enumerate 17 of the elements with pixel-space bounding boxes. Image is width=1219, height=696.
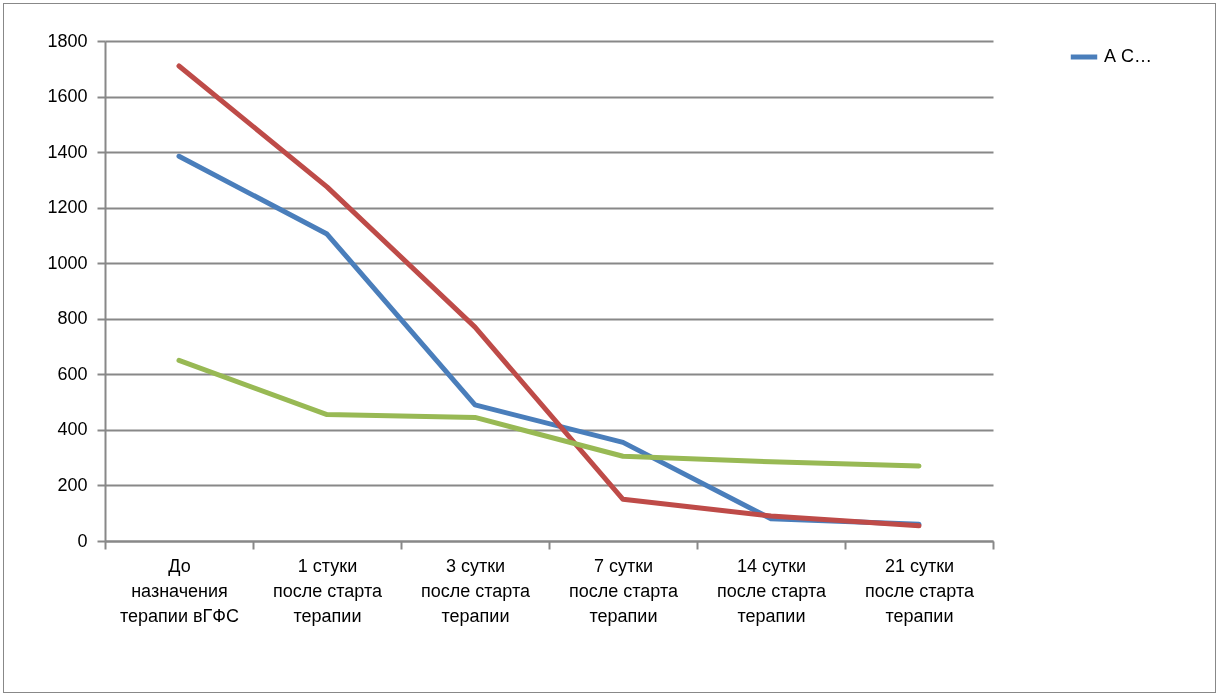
x-tick-label: 21 сутки после старта терапии xyxy=(865,555,975,626)
y-tick-label: 1200 xyxy=(47,197,88,218)
y-tick-label: 800 xyxy=(57,308,88,329)
x-tick-label: 1 стуки после старта терапии xyxy=(273,555,383,626)
x-tick-label: До назначения терапии вГФС xyxy=(120,555,239,626)
x-tick-label: 14 сутки после старта терапии xyxy=(717,555,827,626)
y-tick-label: 0 xyxy=(77,530,88,551)
y-tick-label: 200 xyxy=(57,474,88,495)
y-tick-label: 1800 xyxy=(47,30,88,51)
y-tick-label: 400 xyxy=(57,419,88,440)
x-tick-label: 7 сутки после старта терапии xyxy=(569,555,679,626)
legend-label: А С… xyxy=(1104,46,1153,66)
x-tick-label: 3 сутки после старта терапии xyxy=(421,555,531,626)
y-tick-label: 600 xyxy=(57,363,88,384)
y-tick-label: 1600 xyxy=(47,86,88,107)
y-tick-label: 1000 xyxy=(47,252,88,273)
y-tick-label: 1400 xyxy=(47,141,88,162)
